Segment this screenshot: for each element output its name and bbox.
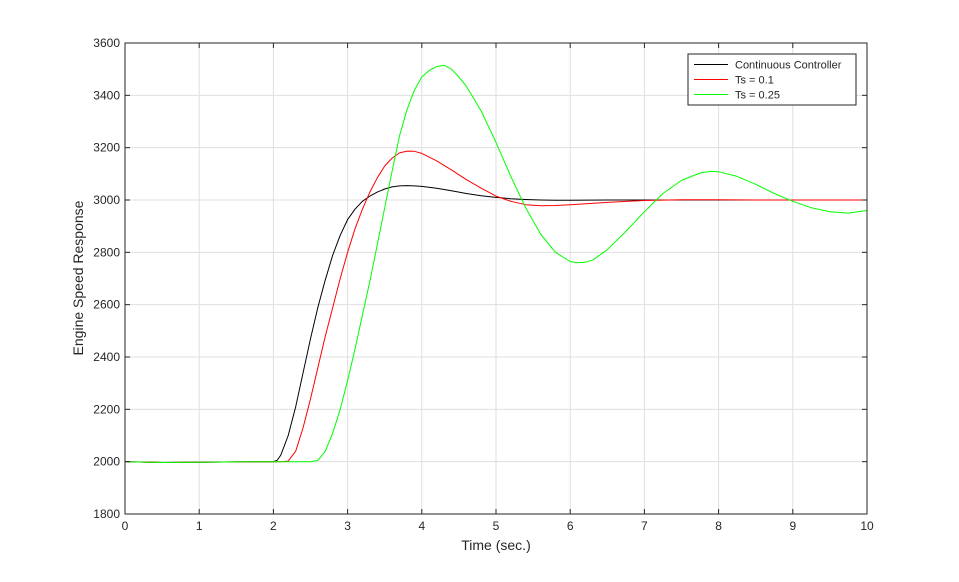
x-tick-label: 4 [418,519,425,533]
legend: Continuous Controller Ts = 0.1 Ts = 0.25 [687,53,857,106]
x-tick-label: 1 [196,519,203,533]
x-axis-ticks: 0 1 2 3 4 5 6 7 8 9 10 [122,43,874,533]
x-tick-label: 6 [567,519,574,533]
x-tick-label: 9 [789,519,796,533]
series-line-1 [124,185,867,463]
y-tick-label: 3200 [93,141,120,155]
x-tick-label: 8 [715,519,722,533]
legend-label: Ts = 0.1 [735,75,774,87]
x-axis-label: Time (sec.) [461,537,530,553]
y-tick-label: 3000 [93,193,120,207]
legend-label: Continuous Controller [735,60,842,72]
x-tick-label: 7 [641,519,648,533]
y-axis-ticks: 1800 2000 2200 2400 2600 2800 3000 3200 3400 3600 [93,36,867,521]
y-axis-label: Engine Speed Response [70,200,86,355]
y-tick-label: 2800 [93,245,120,259]
series-line-2 [124,150,867,463]
y-tick-label: 3400 [93,88,120,102]
x-tick-label: 2 [270,519,277,533]
series-group [124,64,868,463]
y-tick-label: 2600 [93,298,120,312]
y-tick-label: 2200 [93,402,120,416]
y-tick-label: 2000 [93,455,120,469]
y-tick-label: 1800 [93,507,120,521]
x-tick-label: 3 [344,519,351,533]
y-tick-label: 3600 [93,36,120,50]
legend-label: Ts = 0.25 [735,90,780,102]
x-tick-label: 0 [122,519,129,533]
x-tick-label: 5 [493,519,500,533]
x-tick-label: 10 [860,519,874,533]
y-tick-label: 2400 [93,350,120,364]
series-line-3 [124,64,868,463]
